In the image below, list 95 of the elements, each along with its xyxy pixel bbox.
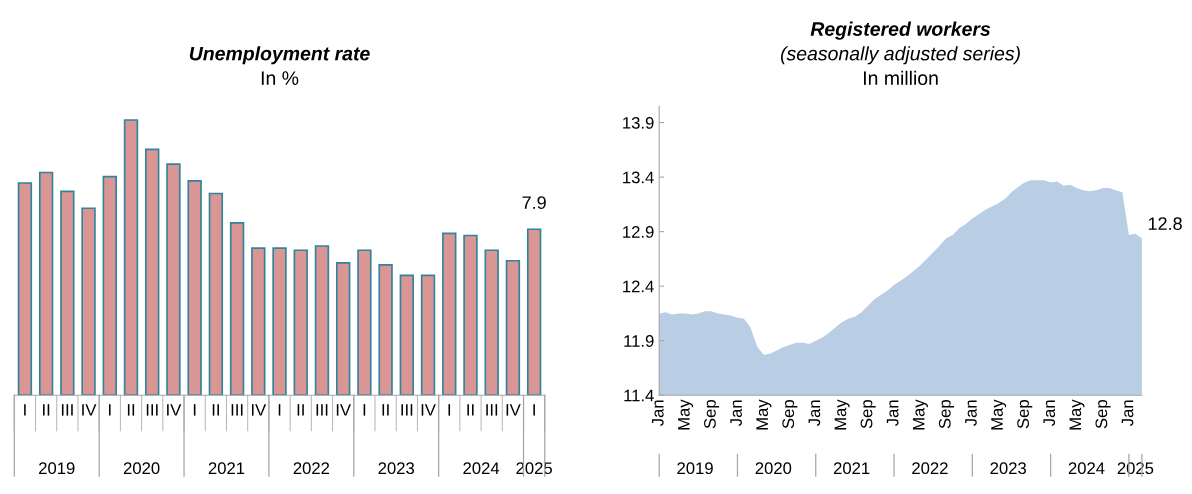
x-tick-label: Jan xyxy=(730,400,742,426)
chart-subtitle: (seasonally adjusted series) In million xyxy=(780,46,1020,86)
y-tick-label: 13.9 xyxy=(623,116,654,129)
text: 2020 xyxy=(123,462,160,475)
bar xyxy=(17,182,33,396)
x-tick-label: I xyxy=(24,404,26,416)
bar xyxy=(442,232,457,396)
x-tick-label: Sep xyxy=(782,400,798,429)
x-tick-label: III xyxy=(231,404,243,416)
text: 2022 xyxy=(293,462,330,475)
text: 2024 xyxy=(1068,462,1105,475)
bar xyxy=(145,148,160,396)
x-tick-label: IV xyxy=(167,404,182,416)
x-tick-label: Jan xyxy=(1043,400,1056,426)
x-tick-label: I xyxy=(193,404,196,416)
chart-subtitle: In % xyxy=(261,71,299,85)
bar xyxy=(357,249,372,396)
x-tick-label: III xyxy=(401,404,413,416)
bar xyxy=(463,234,478,396)
text: 2019 xyxy=(39,462,75,475)
text: 2022 xyxy=(912,462,948,475)
text: 2023 xyxy=(990,462,1027,475)
x-tick-label: May xyxy=(756,399,772,430)
x-tick-label: May xyxy=(991,399,1007,430)
text: 2024 xyxy=(463,462,500,475)
bar xyxy=(526,228,542,396)
chart-title: Unemployment rate xyxy=(189,46,370,65)
x-tick-label: II xyxy=(467,404,474,416)
bar xyxy=(81,207,96,396)
y-tick-label: 11.9 xyxy=(624,335,654,347)
bar xyxy=(378,264,393,396)
bar xyxy=(229,222,245,396)
x-tick-label: IV xyxy=(421,404,436,416)
x-tick-label: II xyxy=(212,404,219,416)
text: 2025 xyxy=(516,462,552,475)
data-label: 7.9 xyxy=(522,196,546,209)
x-tick-label: IV xyxy=(251,404,267,416)
bar xyxy=(484,249,499,396)
x-tick-label: II xyxy=(297,404,304,416)
x-tick-label: I xyxy=(448,404,451,416)
text: 2023 xyxy=(378,462,415,475)
bar xyxy=(420,274,436,396)
bar xyxy=(293,249,308,396)
x-tick-label: Sep xyxy=(1095,400,1111,429)
y-tick-label: 13.4 xyxy=(623,171,654,184)
text: 2019 xyxy=(677,462,713,475)
chart-title: Registered workers xyxy=(810,21,991,40)
x-tick-label: Jan xyxy=(652,400,664,426)
y-tick-label: 12.4 xyxy=(623,280,654,293)
bar xyxy=(251,247,266,396)
x-tick-label: I xyxy=(363,404,366,416)
x-tick-label: II xyxy=(43,404,50,416)
x-tick-label: Sep xyxy=(938,400,954,429)
x-tick-label: II xyxy=(382,404,389,416)
x-tick-label: IV xyxy=(336,404,351,416)
bar xyxy=(60,190,75,396)
bar xyxy=(102,175,117,396)
x-tick-label: May xyxy=(834,399,850,430)
text: 2025 xyxy=(1117,462,1154,475)
x-tick-label: I xyxy=(533,404,535,416)
bar xyxy=(335,262,351,396)
data-label: 12.8 xyxy=(1148,217,1182,231)
x-tick-label: May xyxy=(678,399,694,430)
y-tick-label: 11.4 xyxy=(624,389,654,402)
x-tick-label: Sep xyxy=(1017,400,1033,429)
bar xyxy=(272,247,287,396)
x-tick-label: I xyxy=(278,404,281,416)
x-tick-label: May xyxy=(1069,399,1085,430)
x-tick-label: II xyxy=(127,404,135,416)
x-tick-label: May xyxy=(912,399,928,430)
text: 2021 xyxy=(208,462,245,475)
x-tick-label: III xyxy=(486,404,498,416)
x-tick-label: Jan xyxy=(886,400,899,426)
x-tick-label: IV xyxy=(82,404,97,416)
x-tick-label: Sep xyxy=(860,400,876,429)
bar xyxy=(208,192,224,396)
x-tick-label: IV xyxy=(506,404,521,416)
x-tick-label: Jan xyxy=(965,400,977,426)
text: 2021 xyxy=(833,462,870,475)
x-tick-label: Jan xyxy=(1121,400,1134,426)
y-tick-label: 12.9 xyxy=(623,226,654,238)
bar xyxy=(399,274,415,396)
x-tick-label: I xyxy=(109,404,111,416)
bar xyxy=(187,180,202,396)
text: 2020 xyxy=(755,462,792,475)
bar xyxy=(38,171,54,396)
bar xyxy=(314,245,330,396)
x-tick-label: III xyxy=(146,404,158,416)
x-tick-label: Jan xyxy=(808,400,821,426)
x-tick-label: III xyxy=(316,404,328,416)
bar xyxy=(166,163,181,396)
bar xyxy=(505,259,521,396)
x-tick-label: III xyxy=(61,404,73,416)
bar xyxy=(123,119,139,396)
x-tick-label: Sep xyxy=(704,400,720,429)
